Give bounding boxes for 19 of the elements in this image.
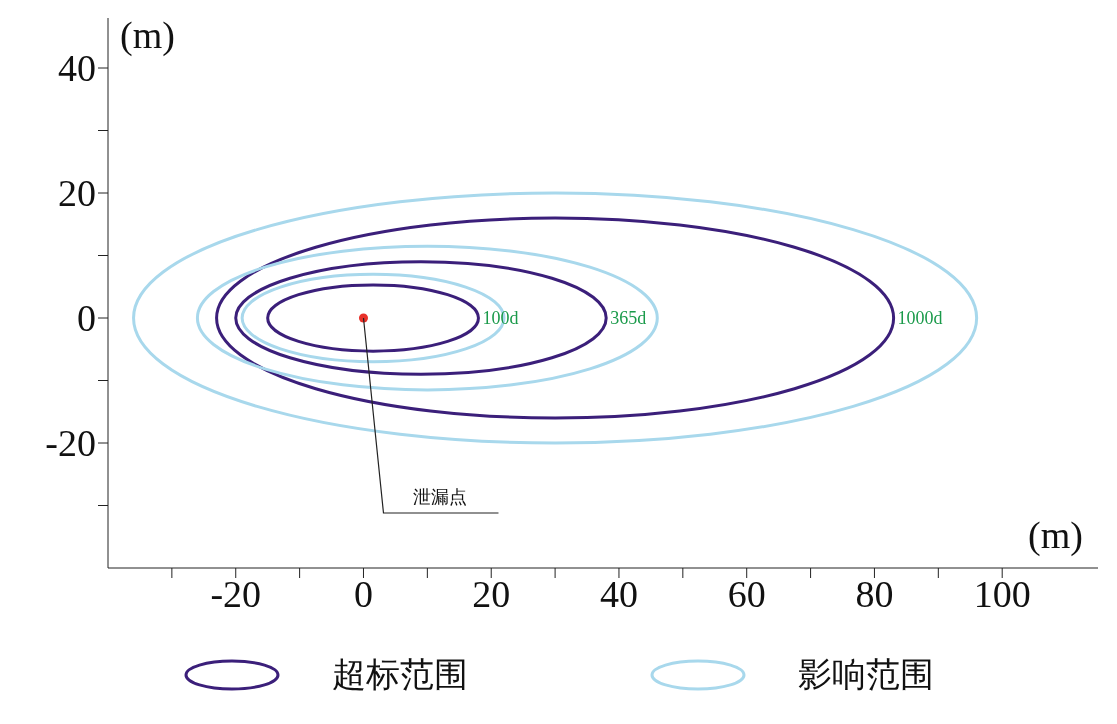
x-tick-label: 80 (855, 572, 894, 615)
text: 影响范围 (798, 653, 934, 696)
annotation: 1000d (897, 308, 943, 328)
y-tick-label: -20 (45, 422, 96, 465)
y-tick-label: 20 (58, 172, 96, 215)
x-tick-label: -20 (210, 572, 262, 615)
y-tick-label: 40 (58, 47, 96, 90)
y-axis-title: (m) (120, 14, 175, 57)
text: 超标范围 (332, 653, 468, 696)
y-tick-label: 0 (77, 297, 96, 340)
annotation: 365d (610, 308, 647, 328)
annotation: 泄漏点 (413, 486, 468, 507)
x-tick-label: 60 (727, 572, 766, 615)
x-tick-label: 40 (599, 572, 638, 615)
x-tick-label: 20 (472, 572, 511, 615)
x-tick-label: 0 (353, 572, 373, 615)
x-axis-title: (m) (1028, 514, 1083, 557)
annotation: 100d (482, 308, 519, 328)
x-tick-label: 100 (973, 572, 1031, 615)
